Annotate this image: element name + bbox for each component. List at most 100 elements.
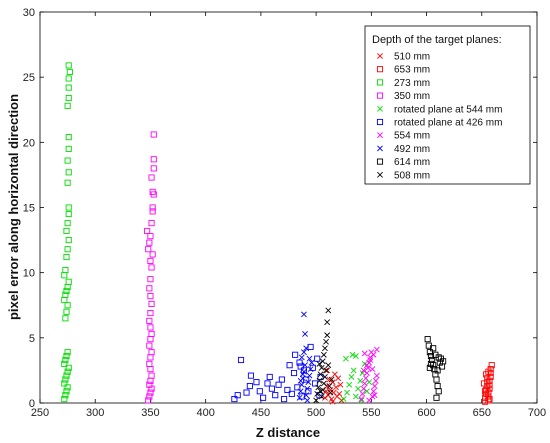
legend-entry: rotated plane at 426 mm bbox=[394, 118, 502, 129]
legend: Depth of the target planes: 510 mm 653 mm… bbox=[364, 25, 531, 185]
data-point bbox=[64, 349, 71, 356]
data-point bbox=[373, 346, 380, 353]
data-point bbox=[65, 94, 72, 102]
data-point bbox=[65, 237, 72, 244]
data-point bbox=[323, 388, 329, 395]
data-point bbox=[284, 386, 291, 394]
data-point bbox=[62, 267, 69, 274]
data-point bbox=[65, 145, 72, 152]
data-point bbox=[298, 354, 305, 361]
legend-entry: 492 mm bbox=[394, 144, 430, 155]
legend-marker bbox=[377, 132, 383, 139]
data-point bbox=[290, 369, 298, 377]
data-point bbox=[355, 385, 361, 392]
legend-marker bbox=[376, 79, 384, 86]
data-point bbox=[320, 380, 327, 387]
data-point bbox=[317, 388, 324, 395]
data-point bbox=[62, 356, 69, 364]
data-point bbox=[65, 169, 72, 176]
data-point bbox=[63, 253, 70, 261]
data-point bbox=[435, 354, 442, 361]
data-point bbox=[324, 367, 331, 374]
x-axis-label: Z distance bbox=[256, 425, 320, 440]
data-point bbox=[370, 351, 377, 358]
legend-entry: 554 mm bbox=[394, 131, 430, 142]
data-point bbox=[358, 397, 365, 404]
data-point bbox=[146, 285, 153, 292]
data-point bbox=[322, 345, 328, 352]
data-point bbox=[361, 380, 368, 387]
data-point bbox=[327, 389, 334, 396]
data-point bbox=[316, 377, 323, 384]
data-point bbox=[426, 364, 433, 371]
data-point bbox=[63, 353, 70, 360]
data-point bbox=[323, 367, 329, 374]
axis-ticks: 250 300 350 400 450 500 550 600 650 700 0 5 10 15 20 25… bbox=[23, 7, 546, 419]
data-point bbox=[264, 380, 271, 387]
data-point bbox=[146, 239, 153, 246]
legend-entry: 653 mm bbox=[394, 65, 430, 76]
y-axis-label: pixel error along horizontal direction bbox=[6, 94, 21, 320]
legend-marker bbox=[376, 66, 384, 73]
data-point bbox=[61, 360, 68, 367]
data-point bbox=[146, 317, 153, 324]
data-point bbox=[150, 156, 157, 163]
data-point bbox=[253, 379, 260, 386]
data-point bbox=[366, 397, 373, 404]
x-tick-label: 550 bbox=[362, 407, 380, 419]
series-3 bbox=[144, 131, 157, 404]
legend-entry: 510 mm bbox=[394, 52, 430, 63]
x-tick-label: 400 bbox=[196, 407, 214, 419]
legend-marker bbox=[377, 53, 383, 59]
legend-entry: 350 mm bbox=[394, 91, 430, 102]
data-point bbox=[146, 393, 153, 400]
data-point bbox=[433, 376, 440, 383]
data-point bbox=[318, 364, 325, 371]
legend-marker bbox=[376, 92, 384, 99]
data-point bbox=[336, 390, 343, 397]
data-point bbox=[145, 397, 152, 404]
data-point bbox=[63, 287, 70, 294]
legend-entry: 614 mm bbox=[394, 157, 430, 168]
y-tick-label: 30 bbox=[23, 7, 35, 19]
data-point bbox=[485, 397, 492, 404]
data-point bbox=[64, 220, 71, 227]
data-point bbox=[304, 397, 311, 404]
data-point bbox=[335, 375, 342, 382]
y-tick-label: 5 bbox=[29, 333, 35, 345]
data-point bbox=[311, 380, 319, 387]
data-point bbox=[149, 251, 156, 258]
x-tick-label: 350 bbox=[141, 407, 159, 419]
data-point bbox=[305, 388, 312, 395]
data-point bbox=[322, 374, 328, 380]
data-point bbox=[150, 165, 157, 172]
data-point bbox=[64, 102, 71, 109]
data-point bbox=[333, 384, 339, 391]
legend-entry: 508 mm bbox=[394, 170, 430, 181]
data-point bbox=[266, 373, 273, 380]
data-point bbox=[66, 68, 73, 76]
data-point bbox=[302, 362, 308, 369]
y-tick-label: 10 bbox=[23, 268, 35, 280]
data-point bbox=[313, 397, 320, 404]
data-point bbox=[149, 188, 156, 195]
data-point bbox=[297, 388, 304, 395]
data-point bbox=[247, 372, 254, 379]
data-point bbox=[352, 393, 359, 400]
data-point bbox=[62, 392, 69, 399]
data-point bbox=[314, 390, 321, 397]
data-point bbox=[147, 310, 154, 317]
data-point bbox=[349, 351, 356, 358]
legend-entry: rotated plane at 544 mm bbox=[394, 104, 502, 115]
data-point bbox=[317, 371, 324, 378]
data-point bbox=[243, 389, 250, 396]
data-point bbox=[367, 354, 374, 361]
data-point bbox=[482, 388, 489, 395]
data-point bbox=[480, 380, 488, 387]
data-point bbox=[318, 393, 325, 400]
data-point bbox=[296, 394, 303, 401]
data-point bbox=[303, 345, 310, 352]
data-point bbox=[304, 385, 311, 392]
data-point bbox=[146, 381, 153, 388]
data-point bbox=[145, 246, 152, 253]
